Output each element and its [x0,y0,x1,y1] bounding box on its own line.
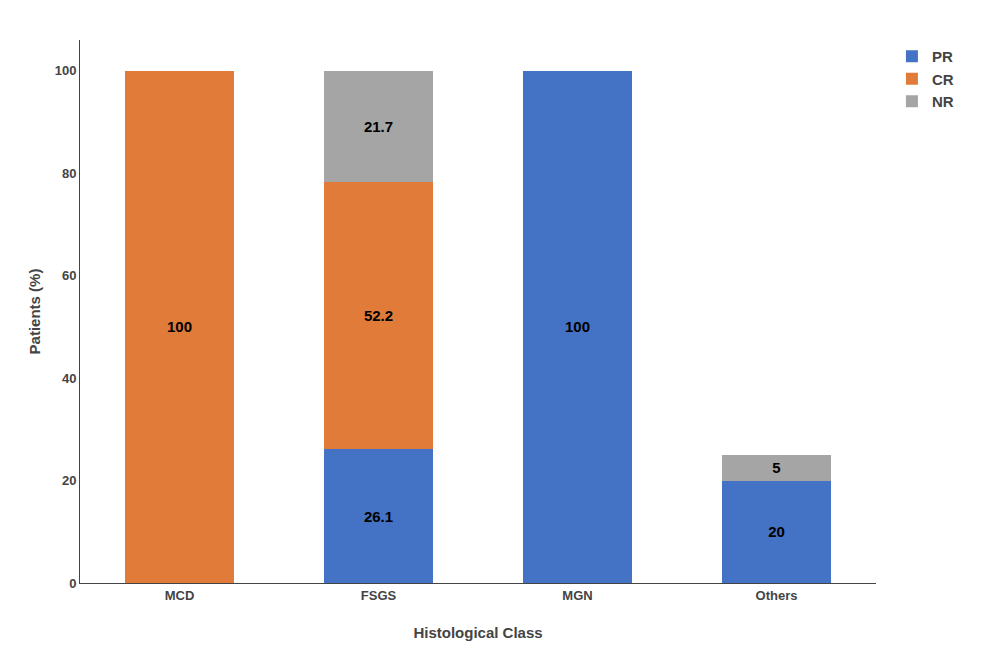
svg-text:100: 100 [167,318,192,335]
svg-text:MCD: MCD [165,588,195,603]
svg-text:80: 80 [62,166,76,181]
svg-text:CR: CR [932,71,954,88]
svg-text:5: 5 [772,459,780,476]
svg-text:100: 100 [565,318,590,335]
svg-text:PR: PR [932,48,953,65]
svg-text:20: 20 [62,473,76,488]
svg-text:26.1: 26.1 [364,508,393,525]
svg-text:Histological Class: Histological Class [413,624,542,641]
svg-text:40: 40 [62,371,76,386]
svg-text:20: 20 [768,523,785,540]
svg-text:60: 60 [62,268,76,283]
svg-text:Others: Others [756,588,798,603]
svg-text:Patients (%): Patients (%) [26,269,43,355]
svg-text:MGN: MGN [562,588,592,603]
svg-text:0: 0 [69,576,76,591]
svg-text:21.7: 21.7 [364,118,393,135]
svg-text:FSGS: FSGS [361,588,397,603]
svg-text:NR: NR [932,93,954,110]
svg-text:52.2: 52.2 [364,307,393,324]
svg-text:100: 100 [55,63,77,78]
